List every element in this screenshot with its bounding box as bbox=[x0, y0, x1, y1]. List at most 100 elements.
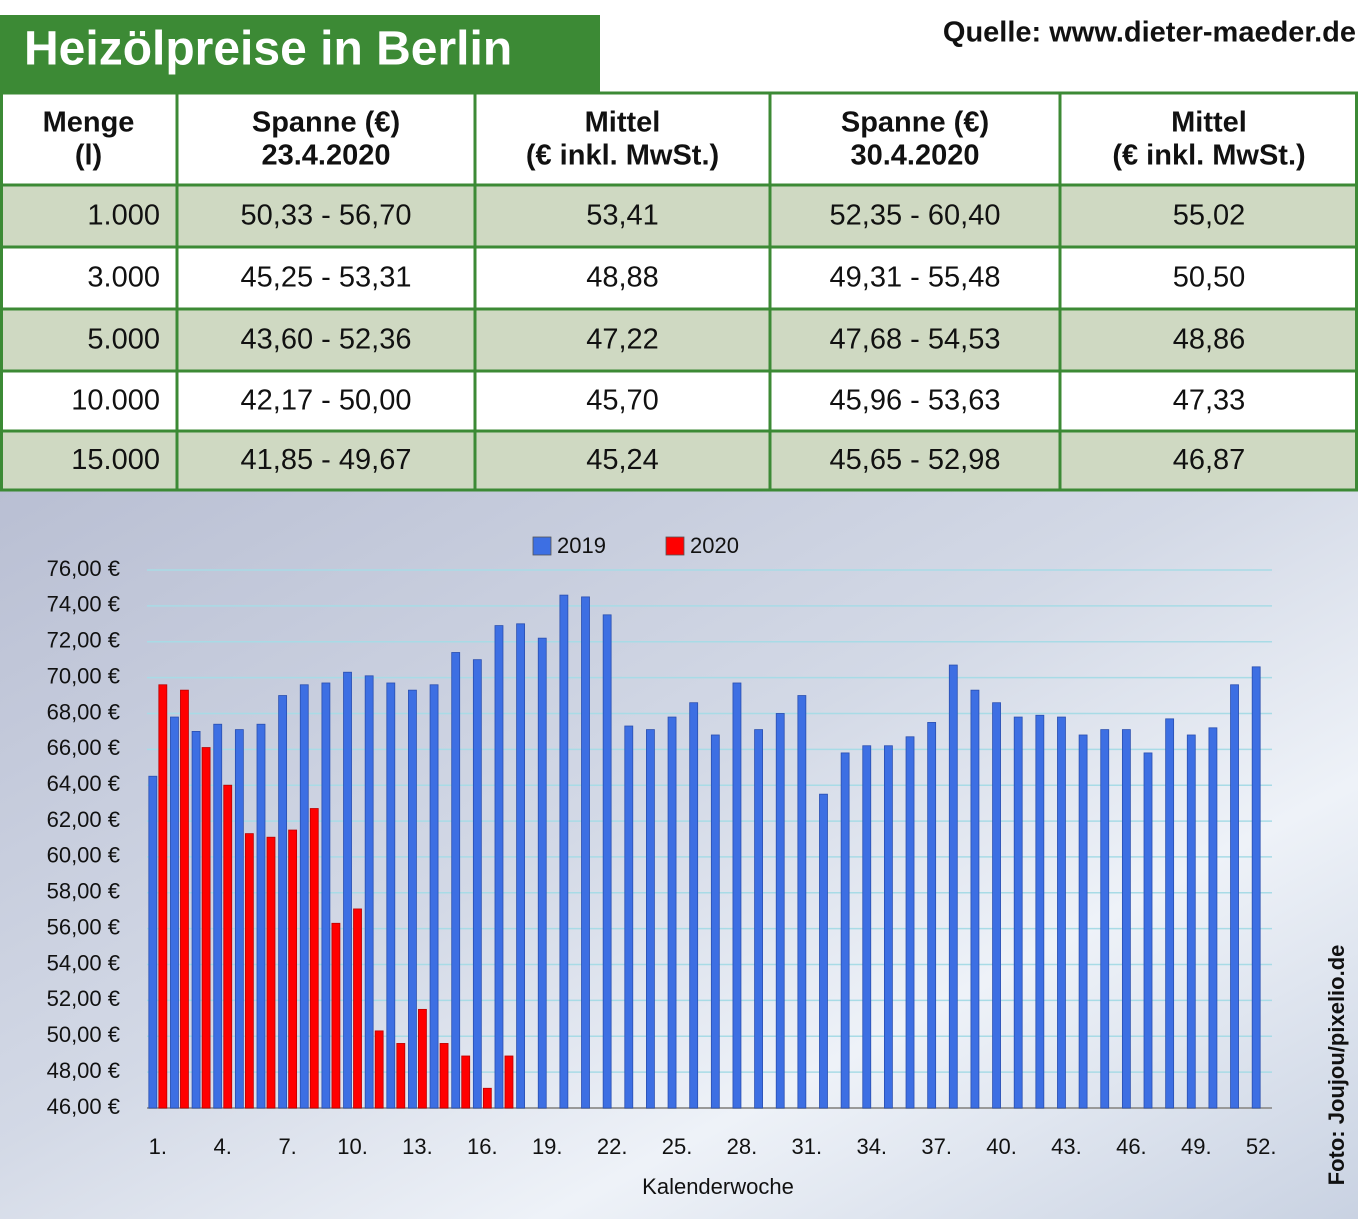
bar bbox=[1143, 752, 1153, 1109]
bar bbox=[266, 836, 276, 1109]
y-tick-label: 48,00 € bbox=[47, 1058, 120, 1083]
bar bbox=[461, 1055, 471, 1109]
bar bbox=[581, 596, 590, 1109]
y-tick-label: 68,00 € bbox=[47, 699, 120, 724]
title-box bbox=[0, 15, 600, 92]
bar bbox=[223, 784, 233, 1109]
bar bbox=[797, 695, 807, 1109]
table-cell: 10.000 bbox=[71, 385, 160, 417]
x-tick-label: 4. bbox=[214, 1134, 232, 1159]
table-cell: 50,50 bbox=[1173, 262, 1246, 294]
x-tick-label: 7. bbox=[278, 1134, 296, 1159]
table-cell: 45,96 - 53,63 bbox=[830, 385, 1001, 417]
y-tick-label: 52,00 € bbox=[47, 986, 120, 1011]
table-cell: 5.000 bbox=[87, 324, 160, 356]
table-row-bg bbox=[0, 431, 1358, 490]
x-tick-label: 43. bbox=[1051, 1134, 1082, 1159]
bar bbox=[883, 745, 893, 1109]
bar bbox=[429, 684, 439, 1109]
table-cell: 47,68 - 54,53 bbox=[830, 324, 1001, 356]
bar bbox=[646, 729, 655, 1109]
y-tick-label: 54,00 € bbox=[47, 950, 120, 975]
bar bbox=[482, 1087, 492, 1109]
bar bbox=[905, 736, 915, 1109]
bar bbox=[1208, 727, 1218, 1109]
y-tick-label: 70,00 € bbox=[47, 663, 120, 688]
table-header-cell: 30.4.2020 bbox=[850, 140, 979, 172]
x-tick-label: 1. bbox=[149, 1134, 167, 1159]
y-tick-label: 64,00 € bbox=[47, 771, 120, 796]
bar bbox=[1035, 714, 1045, 1109]
x-tick-label: 25. bbox=[662, 1134, 693, 1159]
table-row-bg bbox=[0, 185, 1358, 247]
bar bbox=[234, 729, 244, 1109]
bar bbox=[256, 723, 266, 1109]
bar bbox=[180, 689, 189, 1109]
legend-label: 2020 bbox=[690, 533, 739, 558]
table-cell: 50,33 - 56,70 bbox=[241, 200, 412, 232]
bar bbox=[1100, 729, 1110, 1109]
y-tick-label: 76,00 € bbox=[47, 556, 120, 581]
y-tick-label: 72,00 € bbox=[47, 628, 120, 653]
bar bbox=[244, 833, 254, 1109]
legend-swatch bbox=[532, 536, 552, 556]
bar bbox=[1186, 734, 1196, 1109]
table-cell: 43,60 - 52,36 bbox=[241, 324, 412, 356]
x-tick-label: 52. bbox=[1246, 1134, 1277, 1159]
bar bbox=[992, 702, 1001, 1109]
bar bbox=[862, 745, 872, 1109]
table-cell: 53,41 bbox=[586, 200, 659, 232]
x-tick-label: 28. bbox=[727, 1134, 758, 1159]
x-tick-label: 16. bbox=[467, 1134, 498, 1159]
bar bbox=[191, 731, 201, 1109]
bar bbox=[213, 723, 223, 1109]
bar bbox=[927, 722, 937, 1109]
bar bbox=[1057, 716, 1066, 1109]
table-cell: 52,35 - 60,40 bbox=[830, 200, 1001, 232]
table-cell: 47,22 bbox=[586, 324, 659, 356]
bar bbox=[602, 614, 612, 1109]
bar bbox=[148, 775, 158, 1109]
table-row-bg bbox=[0, 247, 1358, 309]
table-cell: 45,25 - 53,31 bbox=[241, 262, 412, 294]
bar bbox=[819, 793, 828, 1109]
bar bbox=[364, 675, 374, 1109]
y-tick-label: 58,00 € bbox=[47, 879, 120, 904]
bar bbox=[278, 695, 288, 1109]
table-header-cell: Spanne (€) bbox=[252, 107, 400, 139]
table-row-bg bbox=[0, 309, 1358, 371]
table-cell: 48,88 bbox=[586, 262, 659, 294]
bar bbox=[408, 689, 417, 1109]
bar bbox=[504, 1055, 514, 1109]
bar bbox=[732, 682, 742, 1109]
x-tick-label: 49. bbox=[1181, 1134, 1212, 1159]
bar bbox=[386, 682, 396, 1109]
bar bbox=[353, 908, 362, 1109]
y-tick-label: 62,00 € bbox=[47, 807, 120, 832]
x-tick-label: 46. bbox=[1116, 1134, 1147, 1159]
bar bbox=[396, 1043, 406, 1109]
bar bbox=[201, 747, 211, 1109]
y-tick-label: 74,00 € bbox=[47, 592, 120, 617]
bar bbox=[418, 1008, 427, 1109]
table-header-cell: (€ inkl. MwSt.) bbox=[526, 140, 719, 172]
table-cell: 55,02 bbox=[1173, 200, 1246, 232]
bar bbox=[343, 671, 352, 1109]
bar bbox=[754, 729, 763, 1109]
bar bbox=[439, 1043, 449, 1109]
bar bbox=[1165, 718, 1175, 1109]
y-tick-label: 56,00 € bbox=[47, 914, 120, 939]
bar bbox=[624, 725, 634, 1109]
table-header-cell: Mittel bbox=[1171, 107, 1247, 139]
source: Quelle: www.dieter-maeder.de bbox=[943, 17, 1356, 49]
bar bbox=[710, 734, 720, 1109]
bar bbox=[494, 625, 504, 1109]
bar bbox=[321, 682, 331, 1109]
bar bbox=[472, 659, 482, 1109]
table-cell: 45,24 bbox=[586, 444, 659, 476]
bar bbox=[170, 716, 179, 1109]
table-cell: 48,86 bbox=[1173, 324, 1246, 356]
bar bbox=[840, 752, 850, 1109]
y-tick-label: 66,00 € bbox=[47, 735, 120, 760]
